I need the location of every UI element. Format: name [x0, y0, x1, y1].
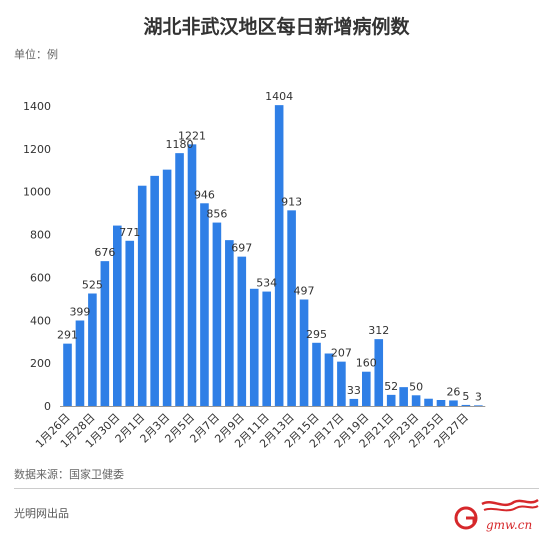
unit-label: 单位：例	[14, 48, 58, 61]
bar	[88, 293, 97, 406]
data-label: 497	[294, 285, 315, 298]
data-label: 207	[331, 347, 352, 360]
data-label: 525	[82, 279, 103, 292]
y-tick-label: 200	[30, 357, 51, 370]
bar	[75, 320, 85, 406]
data-label: 5	[462, 390, 469, 403]
bar	[386, 394, 396, 406]
bar	[337, 361, 346, 406]
data-label: 1404	[265, 90, 293, 103]
data-label: 1221	[178, 129, 206, 142]
data-source: 数据来源：国家卫健委	[14, 468, 124, 481]
bar	[63, 343, 72, 406]
data-label: 856	[206, 208, 227, 221]
y-tick-label: 0	[44, 400, 51, 413]
bar	[461, 404, 471, 406]
y-tick-label: 600	[30, 271, 51, 284]
bar	[200, 203, 209, 406]
data-label: 697	[231, 242, 252, 255]
bar	[374, 339, 384, 406]
bar	[274, 105, 284, 407]
chart-title: 湖北非武汉地区每日新增病例数	[143, 16, 410, 38]
bar	[162, 169, 172, 406]
bar	[399, 387, 408, 406]
bar	[175, 153, 184, 406]
data-label: 52	[384, 380, 398, 393]
bar	[312, 342, 321, 406]
bar	[262, 291, 271, 406]
data-label: 33	[347, 384, 361, 397]
y-tick-label: 1200	[23, 143, 51, 156]
logo-site-text: gmw.cn	[486, 518, 532, 532]
y-tick-label: 400	[30, 314, 51, 327]
bar	[187, 144, 197, 406]
bar	[349, 398, 359, 406]
bar	[436, 400, 446, 406]
bar	[249, 288, 259, 406]
bar	[125, 240, 135, 406]
data-label: 312	[368, 324, 389, 337]
bar	[287, 210, 296, 406]
publisher-credit: 光明网出品	[14, 507, 69, 520]
data-label: 399	[69, 306, 90, 319]
data-label: 534	[256, 277, 277, 290]
y-tick-label: 1400	[23, 100, 51, 113]
data-label: 160	[356, 357, 377, 370]
bar	[113, 225, 122, 406]
data-label: 1180	[166, 138, 194, 151]
bar	[324, 353, 334, 406]
bar	[299, 299, 309, 406]
bar	[474, 405, 483, 406]
bar	[212, 222, 222, 406]
data-label: 676	[94, 246, 115, 259]
footer-divider	[14, 488, 539, 489]
bar	[237, 256, 247, 406]
bar	[449, 400, 458, 406]
bar	[424, 398, 433, 406]
bar	[100, 261, 110, 406]
data-label: 295	[306, 328, 327, 341]
data-label: 3	[475, 390, 482, 403]
data-label: 291	[57, 329, 78, 342]
bar	[150, 175, 159, 406]
data-label: 771	[119, 226, 140, 239]
bar-chart: 0200400600800100012001400291399525676771…	[23, 90, 486, 451]
gmw-logo-icon: gmw.cn	[454, 498, 539, 532]
y-tick-label: 1000	[23, 186, 51, 199]
data-label: 50	[409, 380, 423, 393]
bar	[362, 371, 371, 406]
bar	[411, 395, 421, 406]
data-label: 913	[281, 195, 302, 208]
bar	[225, 240, 234, 406]
data-label: 946	[194, 188, 215, 201]
bar	[137, 185, 147, 406]
data-label: 26	[446, 385, 460, 398]
y-tick-label: 800	[30, 229, 51, 242]
